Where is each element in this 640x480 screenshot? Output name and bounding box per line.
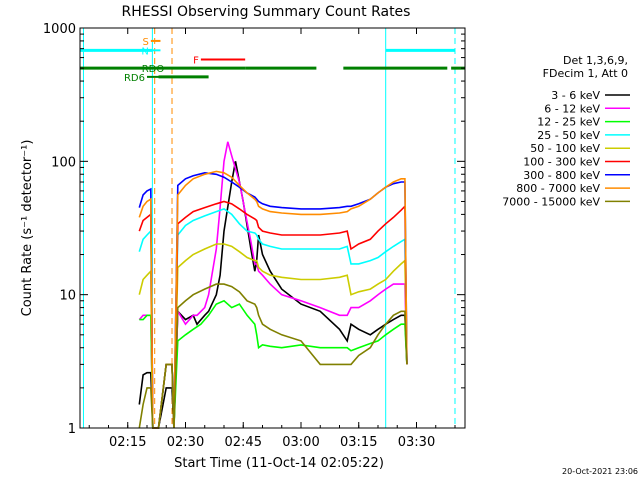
x-tick-label-1: 02:30 bbox=[167, 435, 204, 450]
x-tick-label-3: 03:00 bbox=[282, 435, 319, 450]
x-tick-label-5: 03:30 bbox=[398, 435, 435, 450]
y-tick-label-0: 1 bbox=[68, 422, 76, 437]
legend-header-1: FDecim 1, Att 0 bbox=[543, 67, 628, 80]
x-tick-label-2: 02:45 bbox=[225, 435, 262, 450]
y-tick-label-3: 1000 bbox=[43, 22, 76, 37]
legend-label-6: 300 - 800 keV bbox=[523, 169, 600, 182]
series-line-6 bbox=[138, 171, 408, 429]
legend-label-8: 7000 - 15000 keV bbox=[502, 195, 600, 208]
annotation-label-0: S bbox=[142, 37, 148, 48]
series-line-4 bbox=[138, 243, 408, 429]
annotation-label-2: F bbox=[193, 56, 199, 67]
x-tick-label-4: 03:15 bbox=[340, 435, 377, 450]
series-line-3 bbox=[138, 208, 408, 429]
plot-frame bbox=[79, 27, 466, 429]
x-axis-label: Start Time (11-Oct-14 02:05:22) bbox=[174, 456, 384, 471]
footer-timestamp: 20-Oct-2021 23:06 bbox=[562, 467, 638, 476]
legend-header-0: Det 1,3,6,9, bbox=[563, 54, 628, 67]
x-axis: 02:15 02:30 02:45 03:00 03:15 03:30 bbox=[88, 28, 456, 450]
legend-label-2: 12 - 25 keV bbox=[537, 116, 600, 129]
y-tick-label-1: 10 bbox=[59, 289, 76, 304]
legend-label-5: 100 - 300 keV bbox=[523, 156, 600, 169]
series-line-7 bbox=[138, 170, 408, 429]
y-axis: 1 10 100 1000 bbox=[43, 22, 465, 437]
series-line-2 bbox=[139, 299, 408, 429]
annotation-label-3: RDO bbox=[142, 64, 165, 75]
legend-label-4: 50 - 100 keV bbox=[530, 142, 600, 155]
x-tick-label-0: 02:15 bbox=[109, 435, 146, 450]
legend-label-7: 800 - 7000 keV bbox=[516, 182, 600, 195]
annotation-label-4: RD6 bbox=[124, 73, 145, 84]
legend-label-3: 25 - 50 keV bbox=[537, 129, 600, 142]
chart-title: RHESSI Observing Summary Count Rates bbox=[122, 4, 411, 20]
y-axis-label: Count Rate (s⁻¹ detector⁻¹) bbox=[20, 140, 35, 317]
legend-label-0: 3 - 6 keV bbox=[551, 89, 600, 102]
annotation-label-1: N bbox=[141, 46, 148, 57]
series-line-8 bbox=[138, 283, 408, 429]
legend-label-1: 6 - 12 keV bbox=[544, 102, 600, 115]
y-tick-label-2: 100 bbox=[51, 155, 76, 170]
